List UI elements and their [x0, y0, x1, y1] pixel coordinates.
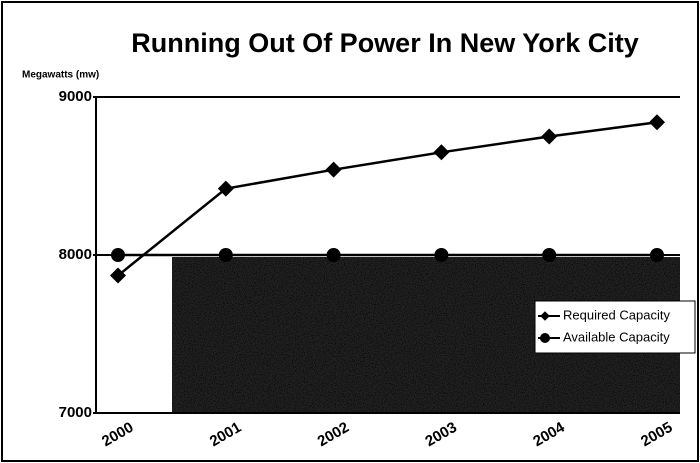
data-point [649, 114, 665, 131]
data-point [325, 161, 342, 178]
legend-box [534, 300, 696, 354]
legend-marker [540, 333, 550, 343]
data-point [542, 248, 557, 262]
data-point [650, 248, 664, 262]
data-point [434, 248, 449, 262]
data-point [433, 144, 450, 161]
data-point [110, 267, 126, 284]
legend-label: Available Capacity [563, 329, 670, 344]
data-point [217, 180, 234, 197]
y-tick-label: 8000 [59, 246, 92, 263]
data-point [326, 248, 341, 262]
data-point [111, 248, 125, 262]
data-point [218, 248, 233, 262]
y-axis-label: Megawatts (mw) [22, 70, 99, 81]
chart-title: Running Out Of Power In New York City [131, 28, 639, 58]
data-point [541, 128, 558, 145]
legend-label: Required Capacity [563, 307, 670, 322]
series-line [117, 121, 658, 277]
legend: Required Capacity Available Capacity [534, 300, 696, 354]
y-tick-label: 7000 [59, 404, 92, 421]
y-tick-label: 9000 [59, 88, 92, 105]
